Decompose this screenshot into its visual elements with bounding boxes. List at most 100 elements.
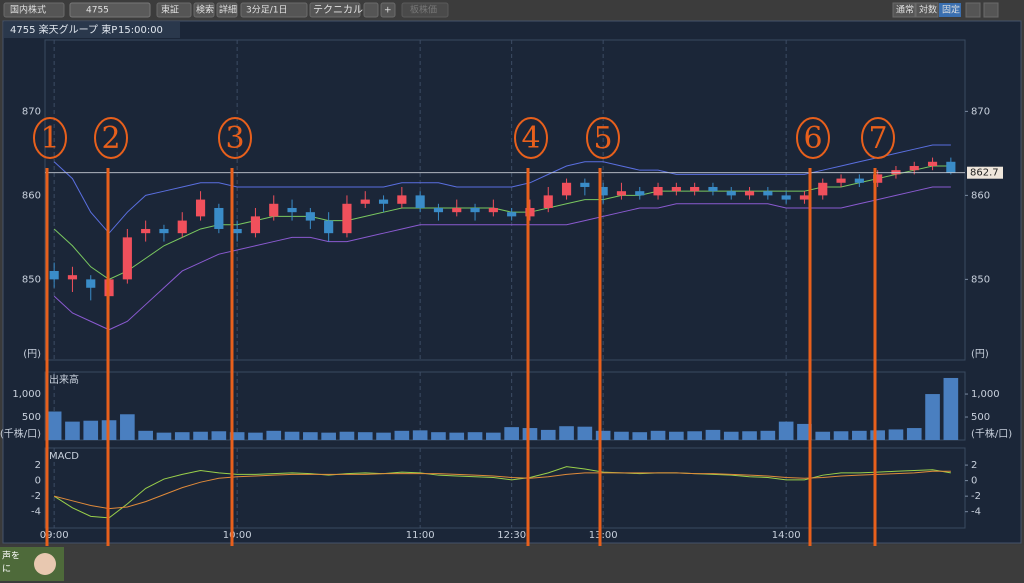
y-tick-label-right: 2 <box>971 460 977 471</box>
candle-body <box>543 195 553 208</box>
candle-body <box>378 199 389 204</box>
x-tick-label: 10:00 <box>223 530 252 541</box>
scale-normal[interactable] <box>892 2 916 18</box>
y-tick-label-right: 860 <box>971 190 990 201</box>
candle-body <box>726 191 736 196</box>
y-tick-label-right: 0 <box>971 476 977 487</box>
annotation-label: 6 <box>803 121 822 156</box>
candle-body <box>507 212 517 217</box>
y-tick-label-right: -2 <box>971 491 981 502</box>
candle-body <box>561 182 572 196</box>
volume-bar <box>540 429 556 440</box>
exchange-select[interactable] <box>156 2 192 18</box>
volume-bar <box>870 430 885 440</box>
toolbar <box>0 0 1024 21</box>
market-select[interactable] <box>3 2 65 18</box>
candle-body <box>470 207 480 213</box>
annotation-label: 2 <box>101 121 120 156</box>
volume-bar <box>833 431 849 440</box>
unit-label: (円) <box>23 349 41 360</box>
x-tick-label: 11:00 <box>406 530 435 541</box>
thumbnail-face <box>34 553 56 575</box>
volume-bar <box>174 432 190 440</box>
interval-select[interactable] <box>240 2 308 18</box>
technical-button[interactable] <box>309 2 361 18</box>
add-button[interactable] <box>380 2 396 18</box>
y-tick-label: 860 <box>22 190 41 201</box>
volume-bar <box>46 411 62 440</box>
macd-line <box>53 466 951 519</box>
search-box[interactable] <box>69 2 151 18</box>
y-tick-label: 1,000 <box>12 389 41 400</box>
volume-bar <box>449 432 465 440</box>
scale-fixed[interactable] <box>939 3 961 17</box>
candle-body <box>598 186 608 196</box>
candle-body <box>67 275 78 280</box>
annotation-label: 4 <box>521 121 540 156</box>
y-tick-label-right: -4 <box>971 507 981 518</box>
y-tick-label-right: 870 <box>971 106 990 117</box>
volume-bar <box>394 430 410 440</box>
search-code: 4755 <box>86 6 109 16</box>
volume-bar <box>248 432 263 440</box>
candle-body <box>690 186 700 192</box>
volume-bar <box>138 430 153 440</box>
technical-label: テクニカル <box>313 4 363 16</box>
candle-body <box>580 182 590 187</box>
volume-bar <box>357 432 373 440</box>
y-tick-label: 0 <box>35 476 41 487</box>
unit-label: (千株/口) <box>0 427 41 440</box>
y-tick-label-right: 850 <box>971 274 990 285</box>
annotation-label: 1 <box>40 121 59 156</box>
candle-body <box>708 186 718 192</box>
volume-bar <box>229 432 245 440</box>
volume-bar <box>120 414 135 440</box>
candle-body <box>891 170 901 175</box>
candle-body <box>836 178 846 183</box>
volume-bar <box>412 430 428 440</box>
candle-body <box>946 161 956 173</box>
search-button[interactable] <box>193 2 215 18</box>
annotation-circle <box>33 117 67 159</box>
unit-label-right: (円) <box>971 349 989 360</box>
volume-bar <box>339 431 355 440</box>
volume-bar <box>486 432 501 440</box>
candle-body <box>873 174 883 183</box>
ghost-button[interactable] <box>401 2 449 18</box>
candle-body <box>415 195 425 208</box>
expand-button[interactable] <box>983 2 999 18</box>
ghost-label: 板株価 <box>410 4 437 16</box>
volume-bar <box>83 420 99 440</box>
candle-body <box>818 182 828 196</box>
pane-title: 出来高 <box>49 373 79 386</box>
detail-button[interactable] <box>216 2 238 18</box>
market-label: 国内株式 <box>10 4 46 16</box>
volume-bar <box>559 426 574 440</box>
y-tick-label: -4 <box>31 507 41 518</box>
macd-line <box>54 470 951 510</box>
candle-body <box>49 270 59 280</box>
volume-bar <box>467 432 483 440</box>
volume-bar <box>431 432 446 440</box>
volume-bar <box>723 431 739 440</box>
candle-body <box>525 207 535 217</box>
volume-bar <box>669 431 684 440</box>
candle-body <box>324 220 334 234</box>
candle-body <box>763 191 773 196</box>
y-tick-label: 870 <box>22 106 41 117</box>
candle-body <box>195 199 206 217</box>
scale-log-label: 対数 <box>919 4 937 16</box>
candle-body <box>909 165 919 171</box>
pen-button[interactable] <box>363 2 379 18</box>
candle-body <box>671 186 681 192</box>
candle-body <box>177 220 187 234</box>
volume-bar <box>778 421 794 440</box>
scale-log[interactable] <box>915 2 939 18</box>
candle-body <box>799 195 810 200</box>
x-tick-label: 09:00 <box>40 530 69 541</box>
volume-bar <box>687 431 702 440</box>
candle-body <box>214 207 224 229</box>
volume-bar <box>815 431 831 440</box>
undo-button[interactable] <box>965 2 981 18</box>
